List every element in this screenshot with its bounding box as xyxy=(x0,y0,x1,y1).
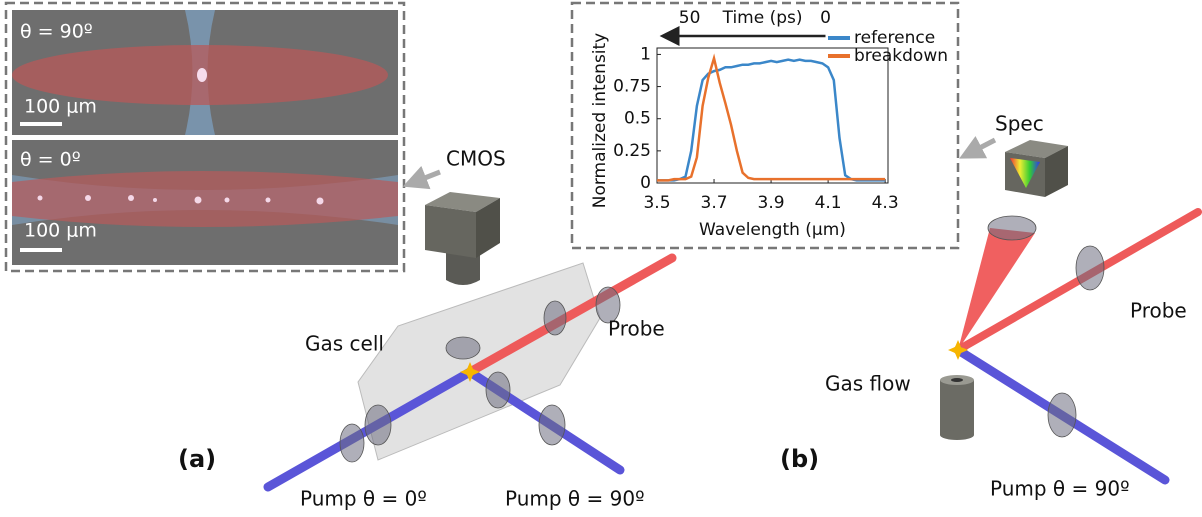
probe-label: Probe xyxy=(608,317,665,341)
angle-label: θ = 0º xyxy=(20,149,81,171)
series-line xyxy=(657,60,885,181)
lens xyxy=(988,216,1036,240)
camera xyxy=(425,192,500,285)
legend-label: breakdown xyxy=(854,46,948,66)
scale-label: 100 μm xyxy=(24,96,97,118)
cell-label: Gas cell xyxy=(305,332,384,356)
scale-bar xyxy=(20,122,62,126)
figure: θ = 90º 100 μm θ = 0º 100 μm CMOS Gas ce… xyxy=(0,0,1202,517)
lens xyxy=(1076,246,1104,290)
plot-frame xyxy=(657,48,888,183)
scale-bar xyxy=(20,248,62,252)
pump-label: Pump θ = 90º xyxy=(505,487,645,511)
time-tick-label: 0 xyxy=(820,8,831,28)
spec-label: Spec xyxy=(995,112,1044,136)
pump-label: Pump θ = 90º xyxy=(990,477,1130,501)
panel-label: (b) xyxy=(780,445,819,473)
scale-label: 100 μm xyxy=(24,220,97,242)
time-tick-label: 50 xyxy=(679,8,701,28)
arrow xyxy=(412,172,440,183)
angle-label: θ = 90º xyxy=(20,21,93,43)
pump-label: Pump θ = 0º xyxy=(300,487,427,511)
y-tick-label: 0.75 xyxy=(613,77,651,97)
gas-nozzle xyxy=(940,375,974,440)
legend-label: reference xyxy=(854,28,935,48)
probe-label: Probe xyxy=(1130,299,1187,323)
y-tick-label: 0.25 xyxy=(613,141,651,161)
y-tick-label: 0.5 xyxy=(624,109,651,129)
series-line xyxy=(657,58,885,180)
x-tick-label: 3.9 xyxy=(758,193,785,213)
plasma xyxy=(197,68,207,82)
spectrometer xyxy=(1005,140,1068,197)
flow-label: Gas flow xyxy=(825,372,911,396)
y-tick-label: 0 xyxy=(640,173,651,193)
lens xyxy=(1048,393,1076,437)
x-tick-label: 4.1 xyxy=(815,193,842,213)
arrow xyxy=(968,140,995,154)
panel-label: (a) xyxy=(178,445,216,473)
y-axis-label: Normalized intensity xyxy=(590,33,610,209)
x-axis-label: Wavelength (μm) xyxy=(699,220,846,240)
y-tick-label: 1 xyxy=(640,44,651,64)
x-tick-label: 3.5 xyxy=(643,193,670,213)
time-axis-label: Time (ps) xyxy=(722,8,803,28)
x-tick-label: 4.3 xyxy=(872,193,899,213)
x-tick-label: 3.7 xyxy=(701,193,728,213)
camera-label: CMOS xyxy=(446,147,506,171)
